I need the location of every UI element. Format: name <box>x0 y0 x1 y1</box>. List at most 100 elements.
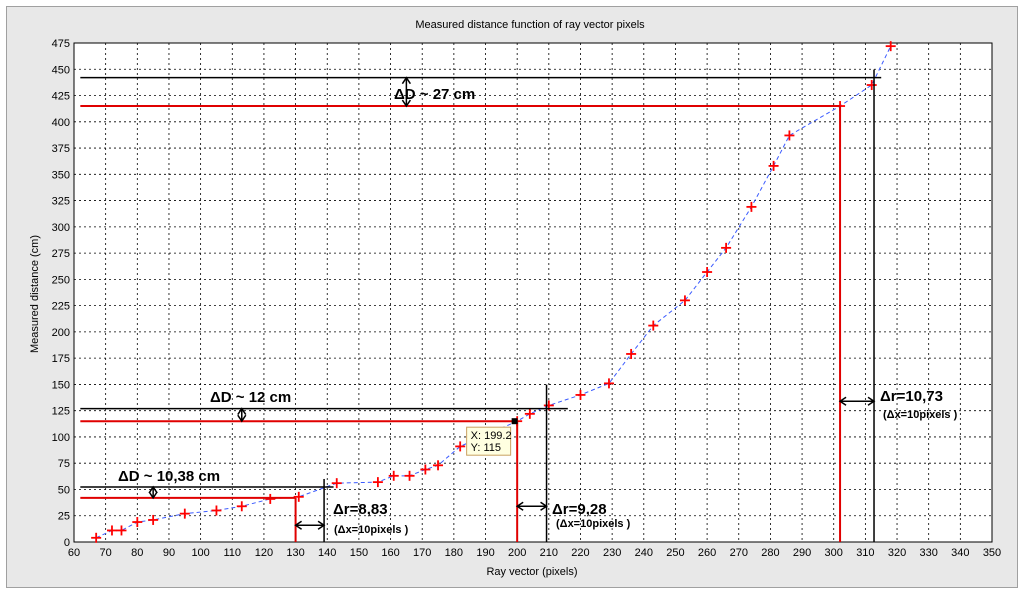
data-point <box>575 389 586 400</box>
delta-d-arrow-3 <box>401 76 412 108</box>
delta-r-arrow-2 <box>515 501 548 511</box>
arrow-head-left <box>838 396 847 406</box>
x-tick-label: 130 <box>286 547 304 559</box>
x-tick-label: 310 <box>856 547 874 559</box>
x-tick-label: 150 <box>350 547 368 559</box>
x-tick-labels: 60 70 80 90 100 110 120 130 140 150 160 170 180 190 20… <box>68 547 1001 559</box>
series-line <box>95 45 892 539</box>
x-tick-label: 160 <box>381 547 399 559</box>
arrow-head-bottom <box>401 99 412 108</box>
y-tick-label: 400 <box>52 117 70 129</box>
annotation-delta-x-1: (Δx=10pixels ) <box>334 524 409 536</box>
plot-area <box>74 43 992 542</box>
y-tick-label: 275 <box>52 248 70 260</box>
x-tick-label: 190 <box>476 547 494 559</box>
data-point <box>721 242 732 253</box>
annotation-delta-r-3: Δr=10,73 <box>880 388 943 405</box>
annotation-delta-r-2: Δr=9,28 <box>552 501 607 518</box>
x-tick-label: 70 <box>100 547 112 559</box>
x-tick-label: 290 <box>793 547 811 559</box>
data-point <box>420 464 431 475</box>
annotation-delta-d-2: ΔD ~ 12 cm <box>210 389 291 406</box>
arrow-head-right <box>540 501 548 511</box>
data-point <box>116 525 127 536</box>
delta-r-arrow-3 <box>838 396 876 406</box>
y-tick-label: 350 <box>52 169 70 181</box>
x-tick-label: 230 <box>603 547 621 559</box>
x-tick-label: 350 <box>983 547 1001 559</box>
annotation-delta-x-2: (Δx=10pixels ) <box>556 518 631 530</box>
annotation-delta-r-1: Δr=8,83 <box>333 501 388 518</box>
data-point <box>603 378 614 389</box>
data-point <box>132 517 143 528</box>
y-tick-label: 450 <box>52 64 70 76</box>
x-tick-label: 340 <box>951 547 969 559</box>
arrow-head-top <box>148 485 158 494</box>
x-axis-label: Ray vector (pixels) <box>486 566 577 578</box>
x-tick-label: 100 <box>191 547 209 559</box>
datatip-box <box>466 426 512 456</box>
arrow-head-right <box>867 396 876 406</box>
data-point <box>626 348 637 359</box>
plot-border <box>73 42 993 543</box>
y-tick-label: 125 <box>52 406 70 418</box>
data-point <box>885 41 896 52</box>
y-tick-label: 300 <box>52 222 70 234</box>
data-point <box>784 130 795 141</box>
data-point <box>236 501 247 512</box>
y-tick-label: 25 <box>58 511 70 523</box>
data-point <box>746 201 757 212</box>
y-axis-label: Measured distance (cm) <box>29 235 41 353</box>
x-tick-label: 220 <box>571 547 589 559</box>
delta-d-arrow-2 <box>237 407 247 423</box>
y-tick-label: 100 <box>52 432 70 444</box>
x-tick-label: 140 <box>318 547 336 559</box>
x-tick-label: 280 <box>761 547 779 559</box>
data-point <box>768 160 779 171</box>
y-tick-label: 200 <box>52 327 70 339</box>
data-point <box>455 441 466 452</box>
y-tick-label: 50 <box>58 484 70 496</box>
y-tick-label: 0 <box>64 537 70 549</box>
y-tick-label: 175 <box>52 353 70 365</box>
x-tick-label: 240 <box>635 547 653 559</box>
data-point <box>388 470 399 481</box>
x-tick-label: 90 <box>163 547 175 559</box>
y-tick-label: 375 <box>52 143 70 155</box>
arrow-head-right <box>317 520 326 530</box>
x-tick-label: 270 <box>730 547 748 559</box>
delta-d-arrow-1 <box>148 485 158 500</box>
data-point <box>293 491 304 502</box>
y-tick-label: 250 <box>52 274 70 286</box>
data-point <box>372 477 383 488</box>
data-point <box>106 525 117 536</box>
x-tick-label: 320 <box>888 547 906 559</box>
y-tick-label: 75 <box>58 458 70 470</box>
y-tick-label: 150 <box>52 379 70 391</box>
data-point <box>648 320 659 331</box>
datatip[interactable]: X: 199.2 Y: 115 <box>466 418 518 456</box>
x-tick-label: 60 <box>68 547 80 559</box>
x-tick-label: 80 <box>131 547 143 559</box>
x-tick-label: 260 <box>698 547 716 559</box>
data-point <box>179 508 190 519</box>
x-tick-label: 200 <box>508 547 526 559</box>
x-tick-label: 330 <box>920 547 938 559</box>
data-point <box>433 460 444 471</box>
grid <box>74 43 992 542</box>
y-tick-label: 325 <box>52 196 70 208</box>
x-tick-label: 170 <box>413 547 431 559</box>
chart-title: Measured distance function of ray vector… <box>415 19 645 31</box>
data-point <box>679 295 690 306</box>
x-tick-label: 120 <box>255 547 273 559</box>
arrow-head-bottom <box>237 414 247 423</box>
datatip-y-text: Y: 115 <box>471 442 501 454</box>
data-point <box>331 478 342 489</box>
y-tick-label: 225 <box>52 301 70 313</box>
data-point <box>211 505 222 516</box>
y-tick-label: 475 <box>52 38 70 50</box>
data-point <box>91 532 102 543</box>
x-tick-label: 110 <box>224 547 242 559</box>
data-point <box>866 80 877 91</box>
